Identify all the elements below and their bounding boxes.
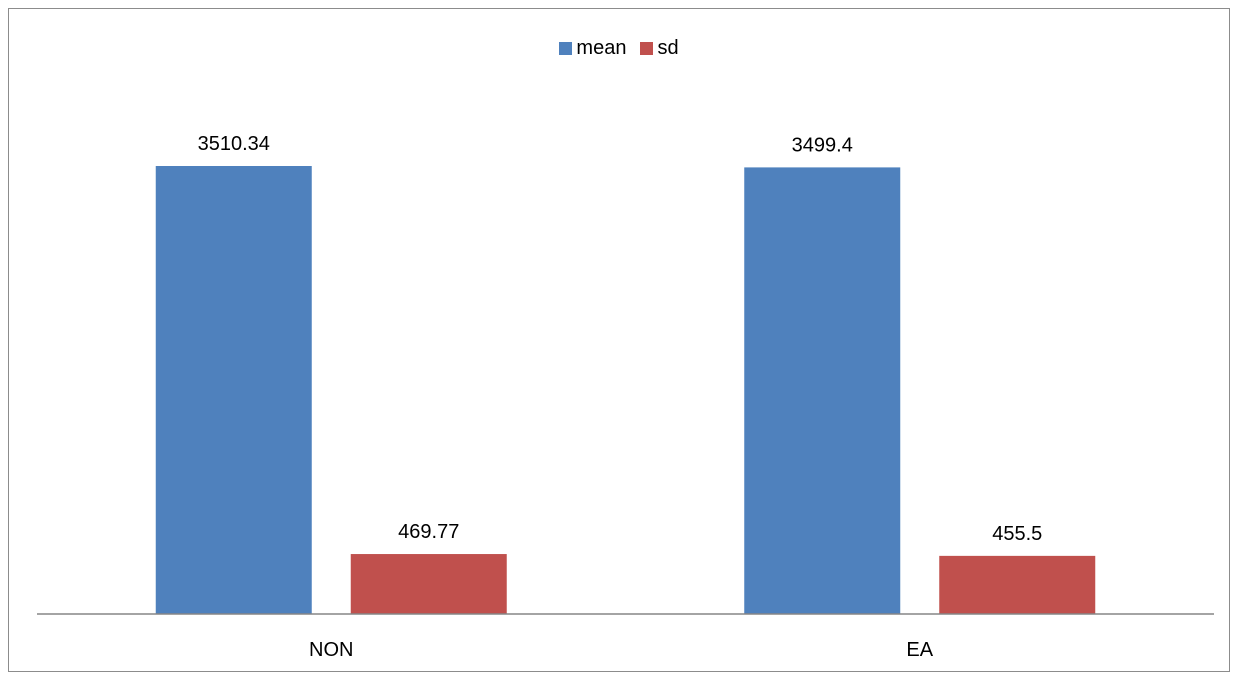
legend-swatch-sd xyxy=(640,42,654,55)
legend-item-mean: mean xyxy=(559,37,626,60)
x-tick-label-non: NON xyxy=(309,639,353,661)
x-tick-label-ea: EA xyxy=(906,639,933,661)
legend-label-sd: sd xyxy=(657,37,679,59)
legend-item-sd: sd xyxy=(640,37,679,60)
chart-frame: mean sd 3510.34 469.77 NON 3499.4 455.5 EA xyxy=(8,8,1230,672)
data-label-mean-ea: 3499.4 xyxy=(792,134,853,156)
bar-mean-non xyxy=(155,166,312,614)
data-label-mean-non: 3510.34 xyxy=(198,133,270,155)
bar-sd-non xyxy=(350,554,507,614)
legend-label-mean: mean xyxy=(576,37,627,59)
chart-legend: mean sd xyxy=(9,37,1229,60)
bar-sd-ea xyxy=(939,555,1096,614)
data-label-sd-ea: 455.5 xyxy=(992,523,1042,545)
legend-swatch-mean xyxy=(559,42,573,55)
bar-chart: 3510.34 469.77 NON 3499.4 455.5 EA xyxy=(37,133,1214,661)
bar-mean-ea xyxy=(744,167,901,615)
data-label-sd-non: 469.77 xyxy=(398,521,459,543)
